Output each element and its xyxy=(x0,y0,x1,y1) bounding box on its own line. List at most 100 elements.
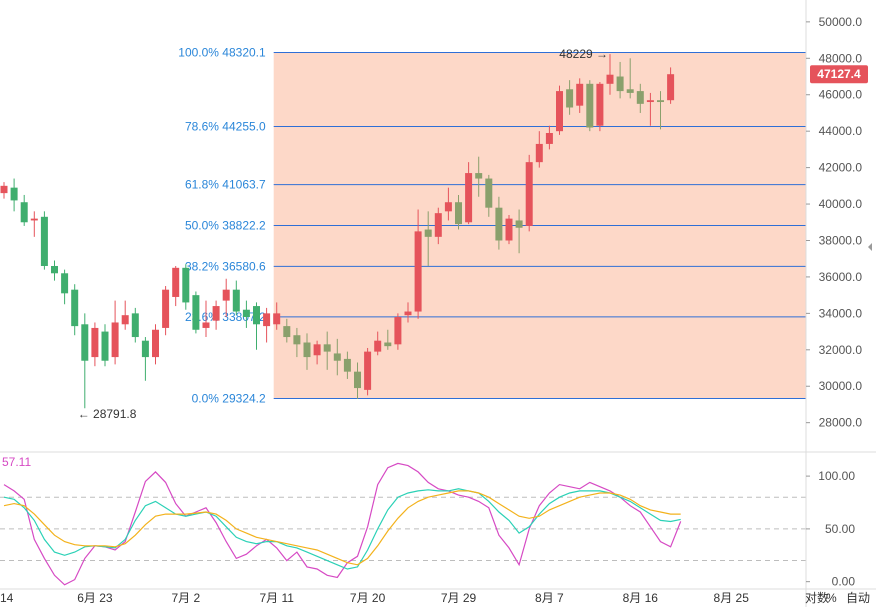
candle-body xyxy=(455,202,462,225)
candle[interactable] xyxy=(333,338,341,376)
candle[interactable] xyxy=(667,67,675,104)
candle[interactable] xyxy=(384,329,392,350)
candle[interactable] xyxy=(465,162,473,225)
candle[interactable] xyxy=(51,260,58,281)
candle[interactable] xyxy=(232,280,240,316)
candle-body xyxy=(71,289,79,327)
candle[interactable] xyxy=(192,291,200,334)
candle[interactable] xyxy=(182,264,190,310)
candle[interactable] xyxy=(556,85,563,135)
candle[interactable] xyxy=(30,211,38,237)
candle[interactable] xyxy=(576,78,584,113)
price-tick-label: 36000.0 xyxy=(819,270,863,284)
fib-level-label: 61.8% 41063.7 xyxy=(185,178,266,192)
candle[interactable] xyxy=(505,214,513,245)
candle[interactable] xyxy=(61,269,69,305)
candle[interactable] xyxy=(303,333,311,370)
date-tick-label: 8月 7 xyxy=(535,591,564,605)
date-tick-label: 7月 2 xyxy=(171,591,200,605)
candle-body xyxy=(566,89,574,108)
candle-body xyxy=(545,132,553,144)
candle[interactable] xyxy=(364,347,372,396)
candle[interactable] xyxy=(293,327,301,358)
price-tick-label: 40000.0 xyxy=(819,197,863,211)
candle[interactable] xyxy=(606,54,614,95)
candle[interactable] xyxy=(444,187,452,221)
candle[interactable] xyxy=(525,154,533,232)
candle[interactable] xyxy=(354,362,361,399)
candle[interactable] xyxy=(202,300,210,338)
candle-body xyxy=(242,309,250,318)
candle[interactable] xyxy=(586,80,594,132)
candle[interactable] xyxy=(40,211,48,270)
candle[interactable] xyxy=(273,302,281,330)
candle[interactable] xyxy=(263,307,271,343)
auto-scale-toggle[interactable]: 自动 xyxy=(846,591,870,605)
candle-body xyxy=(485,178,493,208)
candle[interactable] xyxy=(545,125,553,150)
price-tick-label: 38000.0 xyxy=(819,233,863,247)
candle-body xyxy=(182,267,190,303)
candle[interactable] xyxy=(646,92,654,126)
candle[interactable] xyxy=(657,91,664,130)
candle[interactable] xyxy=(283,318,291,343)
candle-body xyxy=(61,273,69,294)
price-tick-label: 30000.0 xyxy=(819,379,863,393)
log-scale-toggle[interactable]: 对数 xyxy=(805,590,829,605)
candle[interactable] xyxy=(212,300,220,330)
candle[interactable] xyxy=(10,178,18,212)
price-tick-label: 50000.0 xyxy=(819,15,863,29)
candle[interactable] xyxy=(162,286,170,336)
candle[interactable] xyxy=(141,337,149,381)
candle[interactable] xyxy=(475,156,483,197)
candle[interactable] xyxy=(485,174,493,217)
scale-handle-icon[interactable] xyxy=(868,243,872,251)
date-tick-label: 7月 11 xyxy=(259,591,294,605)
candle[interactable] xyxy=(91,322,99,367)
candle[interactable] xyxy=(535,131,543,168)
candle-body xyxy=(303,342,311,358)
price-annotation: 48229 → xyxy=(559,47,608,61)
candle[interactable] xyxy=(414,209,422,319)
date-tick-label: 8月 16 xyxy=(623,591,659,605)
candle[interactable] xyxy=(152,324,159,365)
fib-level-label: 0.0% 29324.2 xyxy=(192,392,266,406)
candle[interactable] xyxy=(71,284,79,336)
candle[interactable] xyxy=(0,182,8,199)
candle[interactable] xyxy=(323,331,331,370)
candle-body xyxy=(172,267,180,297)
candle[interactable] xyxy=(222,278,230,318)
candle[interactable] xyxy=(131,307,139,343)
candle[interactable] xyxy=(636,83,644,113)
candle[interactable] xyxy=(20,194,28,226)
candle[interactable] xyxy=(596,81,604,132)
percent-scale-toggle[interactable]: % xyxy=(826,591,837,605)
candle[interactable] xyxy=(374,331,382,356)
candle[interactable] xyxy=(101,324,109,367)
candle-body xyxy=(646,100,654,103)
candle[interactable] xyxy=(172,265,180,307)
candle[interactable] xyxy=(434,207,442,245)
candle[interactable] xyxy=(566,80,574,115)
candle[interactable] xyxy=(394,313,402,350)
candle[interactable] xyxy=(626,58,634,99)
candle[interactable] xyxy=(343,351,351,379)
candle[interactable] xyxy=(455,194,462,230)
candle[interactable] xyxy=(313,340,321,365)
candle[interactable] xyxy=(424,211,432,266)
candle[interactable] xyxy=(253,302,260,350)
price-tick-label: 44000.0 xyxy=(819,124,863,138)
candle[interactable] xyxy=(495,196,503,250)
candle[interactable] xyxy=(515,209,523,254)
candle-body xyxy=(313,344,321,356)
osc-tick-label: 50.00 xyxy=(825,522,855,536)
fib-level-label: 38.2% 36580.6 xyxy=(185,259,266,273)
candle[interactable] xyxy=(81,313,89,409)
candle[interactable] xyxy=(404,302,412,323)
price-tick-label: 34000.0 xyxy=(819,306,863,320)
candle[interactable] xyxy=(242,300,250,328)
candle[interactable] xyxy=(616,61,624,99)
candle-body xyxy=(343,358,351,372)
candle[interactable] xyxy=(111,300,119,365)
candle[interactable] xyxy=(121,300,129,330)
